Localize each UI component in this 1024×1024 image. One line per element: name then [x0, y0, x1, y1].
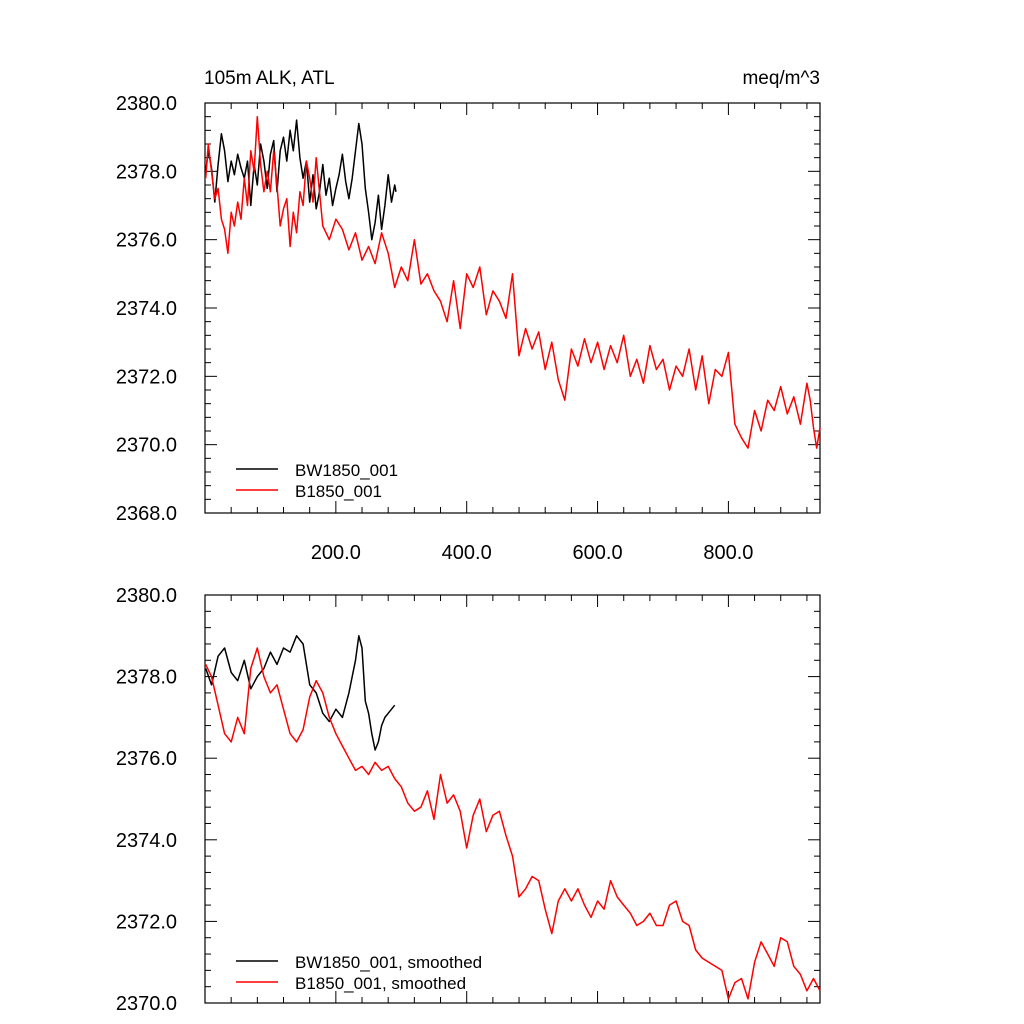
plot-frame — [204, 102, 821, 514]
y-tick-label: 2372.0 — [116, 911, 177, 933]
y-tick-label: 2374.0 — [116, 298, 177, 320]
y-tick-label: 2376.0 — [116, 230, 177, 252]
panel-bottom: 2370.0 2372.0 2374.0 2376.0 2378.0 2380.0 BW1… — [116, 585, 821, 1015]
y-tick-label: 2368.0 — [116, 503, 177, 525]
axis-ticks — [205, 102, 820, 514]
panel-title-right: meq/m^3 — [742, 68, 820, 89]
legend: BW1850_001 B1850_001 — [236, 461, 398, 501]
legend-label-bw1850-smoothed: BW1850_001, smoothed — [295, 953, 482, 972]
series-lines — [204, 115, 821, 449]
x-tick-label: 200.0 — [311, 542, 361, 564]
y-tick-label: 2376.0 — [116, 748, 177, 770]
panel-top: 105m ALK, ATL meq/m^3 2368.0 2370.0 2372.0… — [116, 68, 821, 564]
legend: BW1850_001, smoothed B1850_001, smoothed — [236, 953, 482, 993]
y-tick-label: 2372.0 — [116, 366, 177, 388]
y-tick-label: 2378.0 — [116, 161, 177, 183]
series-line — [204, 635, 396, 751]
legend-label-bw1850: BW1850_001 — [295, 461, 398, 480]
legend-label-b1850: B1850_001 — [295, 482, 382, 501]
series-line — [204, 115, 821, 449]
series-line — [205, 647, 821, 1000]
legend-label-b1850-smoothed: B1850_001, smoothed — [295, 974, 466, 993]
series-lines — [204, 635, 821, 1000]
y-tick-label: 2380.0 — [116, 585, 177, 607]
panel-title-left: 105m ALK, ATL — [204, 68, 335, 89]
y-axis-labels: 2370.0 2372.0 2374.0 2376.0 2378.0 2380.0 — [116, 585, 177, 1015]
y-tick-label: 2370.0 — [116, 993, 177, 1015]
y-tick-label: 2370.0 — [116, 435, 177, 457]
axis-ticks — [205, 594, 820, 1004]
x-tick-label: 800.0 — [703, 542, 753, 564]
y-tick-label: 2378.0 — [116, 667, 177, 689]
x-tick-label: 600.0 — [573, 542, 623, 564]
x-axis-labels: 200.0 400.0 600.0 800.0 — [311, 542, 754, 564]
y-tick-label: 2374.0 — [116, 830, 177, 852]
y-tick-label: 2380.0 — [116, 93, 177, 115]
plot-frame — [204, 594, 821, 1004]
y-axis-labels: 2368.0 2370.0 2372.0 2374.0 2376.0 2378.0 2380… — [116, 93, 177, 525]
series-line — [204, 119, 397, 241]
x-tick-label: 400.0 — [442, 542, 492, 564]
